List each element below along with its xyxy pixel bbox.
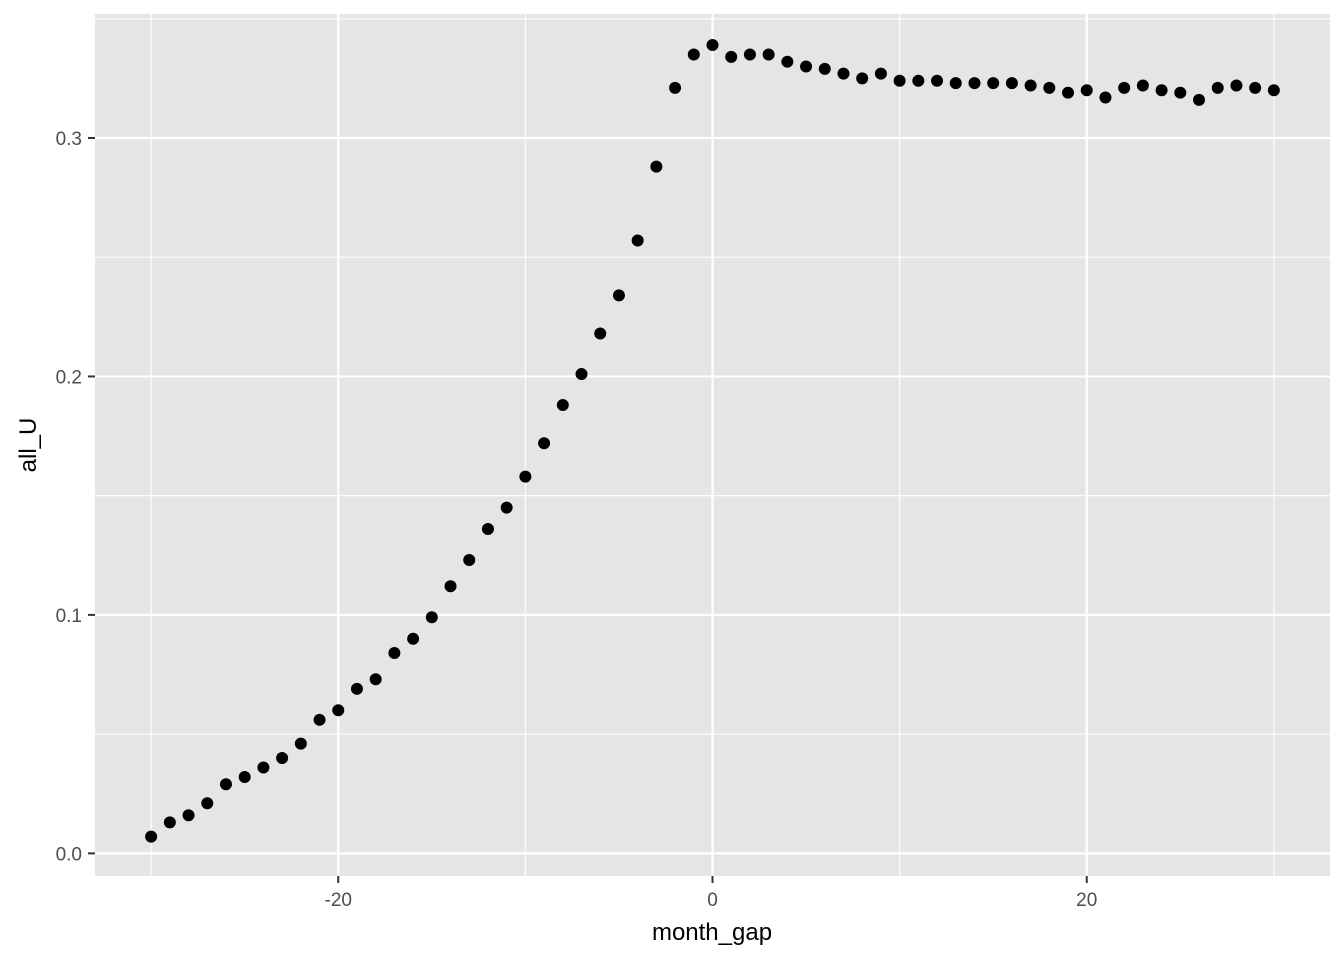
y-axis-ticks: 0.0 0.1 0.2 0.3 xyxy=(56,129,95,865)
data-point xyxy=(519,470,532,483)
data-point xyxy=(481,523,494,536)
data-point xyxy=(1174,86,1187,99)
data-point xyxy=(706,38,719,51)
data-point xyxy=(1024,79,1037,92)
y-axis-title: all_U xyxy=(15,418,42,473)
data-point xyxy=(931,74,944,87)
data-point xyxy=(631,234,644,247)
x-axis-title: month_gap xyxy=(652,919,772,946)
data-point xyxy=(1211,81,1224,94)
data-point xyxy=(874,67,887,80)
x-tick-label: 20 xyxy=(1076,890,1097,911)
data-point xyxy=(463,554,476,567)
data-point xyxy=(575,368,588,381)
data-point xyxy=(538,437,551,450)
data-point xyxy=(1062,86,1075,99)
data-point xyxy=(1005,77,1018,90)
data-point xyxy=(163,816,176,829)
data-point xyxy=(500,501,513,514)
data-point xyxy=(893,74,906,87)
data-point xyxy=(669,81,682,94)
data-point xyxy=(743,48,756,61)
data-point xyxy=(350,682,363,695)
data-point xyxy=(1230,79,1243,92)
data-point xyxy=(594,327,607,340)
data-point xyxy=(968,77,981,90)
y-tick-label: 0.2 xyxy=(56,367,82,388)
data-point xyxy=(257,761,270,774)
data-point xyxy=(238,771,251,784)
data-point xyxy=(650,160,663,173)
data-point xyxy=(1080,84,1093,97)
data-point xyxy=(687,48,700,61)
data-point xyxy=(201,797,214,810)
data-point xyxy=(725,50,738,63)
data-point xyxy=(1136,79,1149,92)
data-point xyxy=(1118,81,1131,94)
data-point xyxy=(332,704,345,717)
y-tick-label: 0.1 xyxy=(56,606,82,627)
y-tick-label: 0.0 xyxy=(56,844,82,865)
data-point xyxy=(182,809,195,822)
data-point xyxy=(912,74,925,87)
data-point xyxy=(1193,93,1206,106)
data-point xyxy=(612,289,625,302)
data-point xyxy=(313,713,326,726)
data-point xyxy=(987,77,1000,90)
x-tick-label: 0 xyxy=(707,890,718,911)
data-point xyxy=(837,67,850,80)
data-point xyxy=(1267,84,1280,97)
data-point xyxy=(1249,81,1262,94)
data-point xyxy=(425,611,438,624)
data-point xyxy=(762,48,775,61)
major-gridlines xyxy=(95,14,1330,876)
data-point xyxy=(407,632,420,645)
data-point xyxy=(388,647,401,660)
data-point xyxy=(1155,84,1168,97)
data-point xyxy=(856,72,869,85)
data-points xyxy=(145,38,1280,843)
data-point xyxy=(818,62,831,75)
x-axis-ticks: -20 0 20 xyxy=(325,876,1097,911)
data-point xyxy=(444,580,457,593)
data-point xyxy=(294,737,307,750)
data-point xyxy=(781,55,794,68)
data-point xyxy=(1099,91,1112,104)
data-point xyxy=(949,77,962,90)
data-point xyxy=(219,778,232,791)
data-point xyxy=(145,830,158,843)
data-point xyxy=(556,399,569,412)
data-point xyxy=(800,60,813,73)
data-point xyxy=(369,673,382,686)
y-tick-label: 0.3 xyxy=(56,129,82,150)
data-point xyxy=(1043,81,1056,94)
x-tick-label: -20 xyxy=(325,890,352,911)
data-point xyxy=(276,751,289,764)
